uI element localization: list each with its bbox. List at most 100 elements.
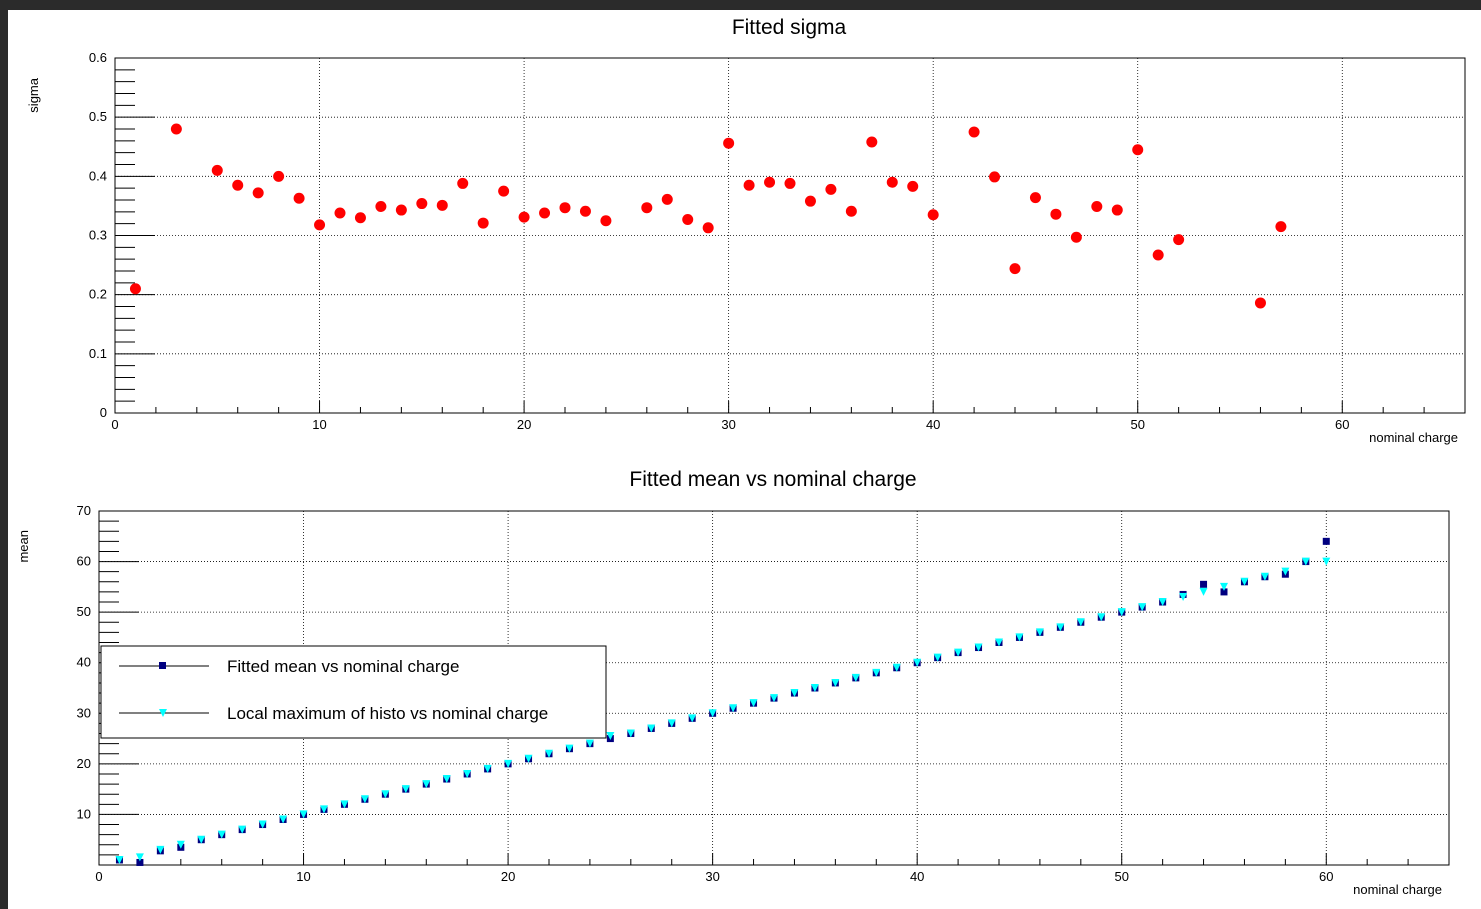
sigma-point: [764, 176, 776, 188]
local-max-point: [770, 694, 778, 703]
fitted-mean-point: [1220, 588, 1228, 596]
legend-marker-fitted-mean: [159, 662, 166, 669]
sigma-point: [682, 214, 694, 226]
local-max-point: [1015, 633, 1024, 642]
sigma-point: [334, 207, 346, 219]
sigma-point: [498, 185, 510, 197]
sigma-point: [273, 170, 285, 182]
local-max-point: [1301, 557, 1310, 566]
mean-chart-title: Fitted mean vs nominal charge: [629, 468, 916, 491]
legend-box: [100, 645, 607, 739]
mean-x-tick-label: 40: [910, 869, 924, 884]
local-max-point: [954, 648, 963, 657]
sigma-point: [661, 193, 673, 205]
local-max-point: [360, 795, 369, 804]
sigma-point: [559, 202, 571, 214]
sigma-plot-area: 0 10 20 30 40 50 60 0 0.1 0.2 0.3 0.4 0.5 0.6: [89, 50, 1466, 432]
sigma-point: [314, 219, 326, 231]
local-max-point: [585, 739, 594, 748]
mean-chart: Fitted mean vs nominal charge mean nomin…: [16, 468, 1450, 897]
sigma-point: [723, 137, 735, 149]
sigma-chart: Fitted sigma sigma nominal charge 0 10 20 3…: [26, 16, 1466, 445]
sigma-y-axis-label: sigma: [26, 77, 41, 112]
local-max-point: [524, 754, 533, 763]
sigma-x-tick-label: 20: [517, 417, 531, 432]
local-max-point: [1056, 623, 1065, 632]
local-max-point: [974, 643, 983, 652]
fitted-mean-point: [1200, 580, 1208, 588]
mean-y-tick-label: 40: [77, 655, 91, 670]
sigma-point: [1275, 221, 1287, 233]
mean-y-tick-label: 10: [77, 806, 91, 821]
sigma-point: [825, 183, 837, 195]
local-max-point: [626, 729, 635, 738]
local-max-point: [320, 805, 328, 814]
local-max-point: [810, 684, 819, 692]
local-max-point: [688, 714, 697, 723]
local-max-point: [279, 815, 288, 824]
legend: Fitted mean vs nominal charge Local maxi…: [100, 645, 607, 739]
local-max-point: [258, 820, 267, 829]
local-max-point: [115, 855, 124, 864]
sigma-y-tick-label: 0.2: [89, 287, 107, 302]
sigma-point: [641, 202, 653, 214]
fitted-mean-point: [1322, 537, 1330, 545]
sigma-point: [477, 217, 489, 229]
sigma-y-tick-label: 0.5: [89, 109, 107, 124]
local-max-point: [483, 764, 492, 773]
local-max-point: [1097, 613, 1106, 622]
local-max-point: [565, 744, 574, 753]
local-max-point: [381, 790, 390, 799]
sigma-point: [539, 207, 551, 219]
local-max-point: [933, 653, 942, 662]
sigma-point: [375, 201, 387, 213]
local-max-point: [1076, 618, 1085, 627]
local-max-point: [647, 724, 656, 733]
mean-y-axis-label: mean: [16, 530, 31, 563]
local-max-point: [667, 719, 676, 728]
mean-frame: [98, 510, 1450, 866]
sigma-chart-title: Fitted sigma: [732, 16, 847, 39]
fitted-mean-point: [136, 858, 144, 866]
sigma-point: [129, 283, 141, 295]
sigma-point: [170, 123, 182, 135]
local-max-point: [135, 853, 144, 862]
local-max-point: [442, 775, 451, 784]
sigma-point: [927, 209, 939, 221]
sigma-point: [1111, 204, 1123, 216]
mean-y-tick-label: 50: [77, 604, 91, 619]
local-max-point: [1281, 567, 1290, 576]
sigma-point: [436, 199, 448, 211]
mean-y-tick-label: 20: [77, 756, 91, 771]
sigma-point: [968, 126, 980, 138]
sigma-point: [1029, 192, 1041, 204]
mean-x-tick-label: 10: [296, 869, 310, 884]
sigma-point: [702, 222, 714, 234]
local-max-point: [913, 658, 922, 667]
sigma-x-tick-label: 0: [111, 417, 118, 432]
sigma-x-tick-label: 10: [312, 417, 326, 432]
sigma-point: [804, 195, 816, 207]
mean-y-tick-label: 30: [77, 705, 91, 720]
local-max-point: [401, 785, 410, 794]
sigma-point: [1070, 231, 1082, 243]
legend-label-fitted-mean: Fitted mean vs nominal charge: [227, 657, 459, 676]
sigma-x-tick-label: 50: [1130, 417, 1144, 432]
mean-y-tick-label: 60: [77, 554, 91, 569]
sigma-point: [395, 204, 407, 216]
sigma-point: [989, 171, 1001, 183]
sigma-point: [600, 215, 612, 227]
local-max-point: [1322, 557, 1331, 566]
mean-y-tick-label: 70: [77, 503, 91, 518]
sigma-y-tick-label: 0: [100, 405, 107, 420]
legend-label-local-max: Local maximum of histo vs nominal charge: [227, 704, 548, 723]
local-max-point: [156, 845, 165, 854]
legend-marker-local-max: [159, 709, 167, 717]
local-max-point: [1158, 598, 1167, 607]
sigma-x-tick-label: 30: [721, 417, 735, 432]
sigma-point: [1152, 249, 1164, 261]
sigma-point: [743, 179, 755, 191]
sigma-point: [354, 212, 366, 224]
sigma-point: [252, 187, 264, 199]
local-max-point: [463, 769, 472, 778]
